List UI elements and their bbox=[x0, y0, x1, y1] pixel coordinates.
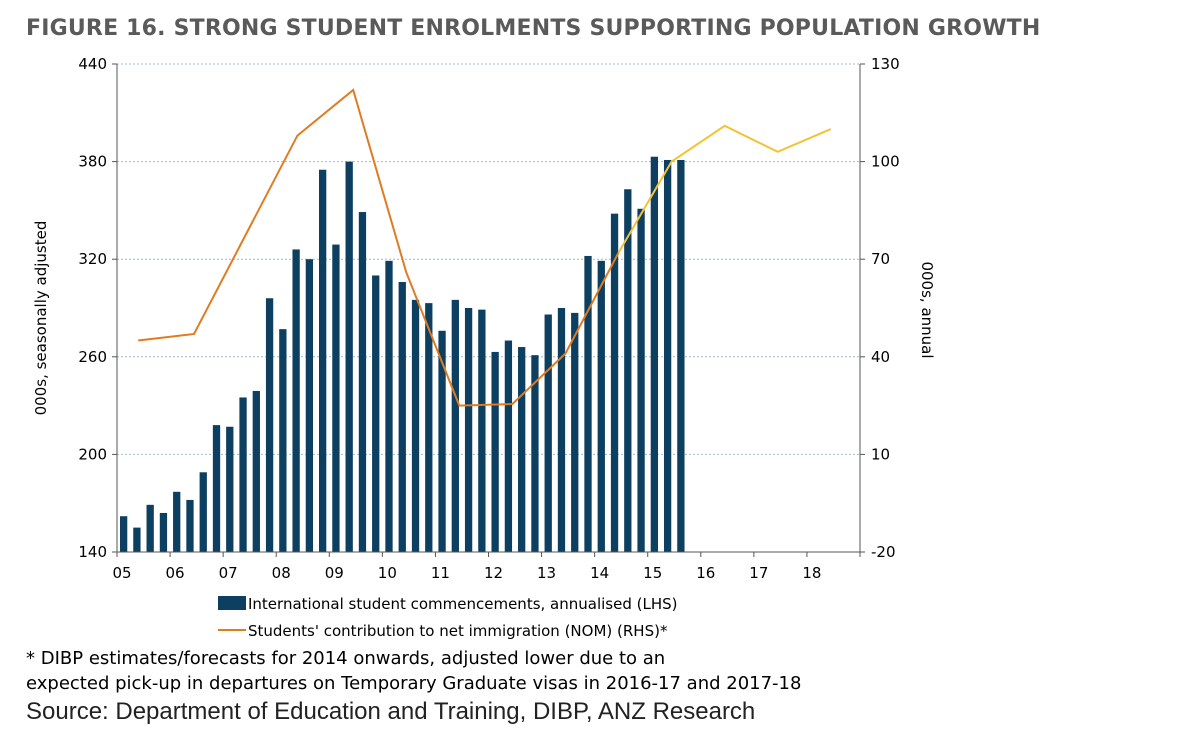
x-axis-ticks: 05 06 07 08 09 10 11 12 13 14 15 16 17 18 bbox=[112, 564, 821, 582]
left-tick-label: 260 bbox=[78, 348, 107, 366]
left-tick-label: 440 bbox=[78, 55, 107, 73]
bar bbox=[504, 340, 513, 552]
legend-label-line: Students' contribution to net immigratio… bbox=[248, 622, 668, 640]
bar bbox=[119, 516, 128, 552]
bar bbox=[385, 260, 393, 552]
bar bbox=[610, 213, 619, 553]
nom-line-forecast bbox=[617, 124, 832, 254]
right-tick-label: 130 bbox=[871, 55, 900, 73]
left-tick-label: 200 bbox=[78, 445, 107, 463]
right-tick-label: 100 bbox=[871, 153, 900, 171]
legend: International student commencements, ann… bbox=[218, 595, 678, 640]
left-tick-label: 380 bbox=[78, 153, 107, 171]
right-tick-label: 40 bbox=[871, 348, 890, 366]
x-tick-label: 14 bbox=[590, 564, 609, 582]
source-note: Source: Department of Education and Trai… bbox=[26, 698, 756, 725]
x-tick-label: 10 bbox=[378, 564, 397, 582]
right-tick-label: 70 bbox=[871, 250, 890, 268]
left-axis-title: 000s, seasonally adjusted bbox=[32, 221, 50, 416]
bar bbox=[491, 351, 499, 552]
bar bbox=[358, 212, 367, 552]
bar bbox=[279, 329, 287, 552]
bar bbox=[531, 355, 539, 552]
left-tick-label: 140 bbox=[78, 543, 107, 561]
bar bbox=[624, 189, 632, 552]
bar bbox=[557, 308, 566, 552]
x-tick-label: 17 bbox=[749, 564, 768, 582]
bar bbox=[650, 156, 658, 552]
x-tick-label: 12 bbox=[484, 564, 503, 582]
x-tick-label: 11 bbox=[431, 564, 450, 582]
bar bbox=[571, 312, 579, 552]
bar bbox=[345, 161, 353, 552]
right-tick-label: 10 bbox=[871, 445, 890, 463]
bar bbox=[146, 504, 154, 552]
x-tick-label: 06 bbox=[166, 564, 185, 582]
bar bbox=[438, 330, 446, 552]
bar bbox=[239, 397, 247, 552]
bar bbox=[212, 425, 221, 552]
right-axis-title: 000s, annual bbox=[918, 261, 936, 358]
x-tick-label: 09 bbox=[325, 564, 344, 582]
nom-line-history bbox=[138, 88, 620, 407]
bar bbox=[425, 303, 433, 552]
x-tick-label: 07 bbox=[219, 564, 238, 582]
bar bbox=[398, 281, 406, 552]
footnote-line-1: * DIBP estimates/forecasts for 2014 onwa… bbox=[26, 648, 666, 669]
x-tick-label: 05 bbox=[112, 564, 131, 582]
bar bbox=[637, 208, 645, 553]
bar bbox=[226, 426, 234, 552]
bar-series bbox=[119, 156, 685, 553]
bar bbox=[173, 491, 181, 552]
bar bbox=[584, 255, 592, 553]
x-tick-label: 15 bbox=[643, 564, 662, 582]
bar bbox=[292, 249, 300, 552]
bar bbox=[305, 259, 314, 552]
axes bbox=[112, 63, 865, 557]
bar bbox=[544, 314, 552, 552]
left-axis-ticks: 140 200 260 320 380 440 bbox=[78, 55, 107, 561]
bar bbox=[372, 275, 380, 552]
right-tick-label: -20 bbox=[871, 543, 896, 561]
x-tick-label: 16 bbox=[696, 564, 715, 582]
bar bbox=[265, 298, 274, 552]
right-axis-ticks: -20 10 40 70 100 130 bbox=[871, 55, 900, 561]
bar bbox=[186, 499, 194, 552]
bar bbox=[451, 299, 459, 552]
bar bbox=[478, 309, 486, 552]
x-tick-label: 18 bbox=[802, 564, 821, 582]
left-tick-label: 320 bbox=[78, 250, 107, 268]
bar bbox=[663, 159, 672, 552]
bar bbox=[597, 260, 605, 552]
bar bbox=[677, 159, 685, 552]
bar bbox=[411, 299, 420, 552]
bar bbox=[518, 347, 526, 552]
bar bbox=[319, 169, 327, 552]
bar bbox=[332, 244, 340, 552]
line-series bbox=[138, 88, 832, 407]
bar bbox=[159, 512, 168, 552]
bar bbox=[252, 390, 260, 552]
x-tick-label: 08 bbox=[272, 564, 291, 582]
gridlines bbox=[117, 63, 860, 455]
footnote-line-2: expected pick-up in departures on Tempor… bbox=[26, 673, 802, 694]
bar bbox=[199, 472, 207, 552]
legend-label-bars: International student commencements, ann… bbox=[248, 595, 678, 613]
x-tick-label: 13 bbox=[537, 564, 556, 582]
chart-title: FIGURE 16. STRONG STUDENT ENROLMENTS SUP… bbox=[26, 16, 1041, 41]
bar bbox=[133, 527, 141, 552]
legend-swatch-bars bbox=[218, 596, 246, 610]
bar bbox=[464, 308, 473, 552]
